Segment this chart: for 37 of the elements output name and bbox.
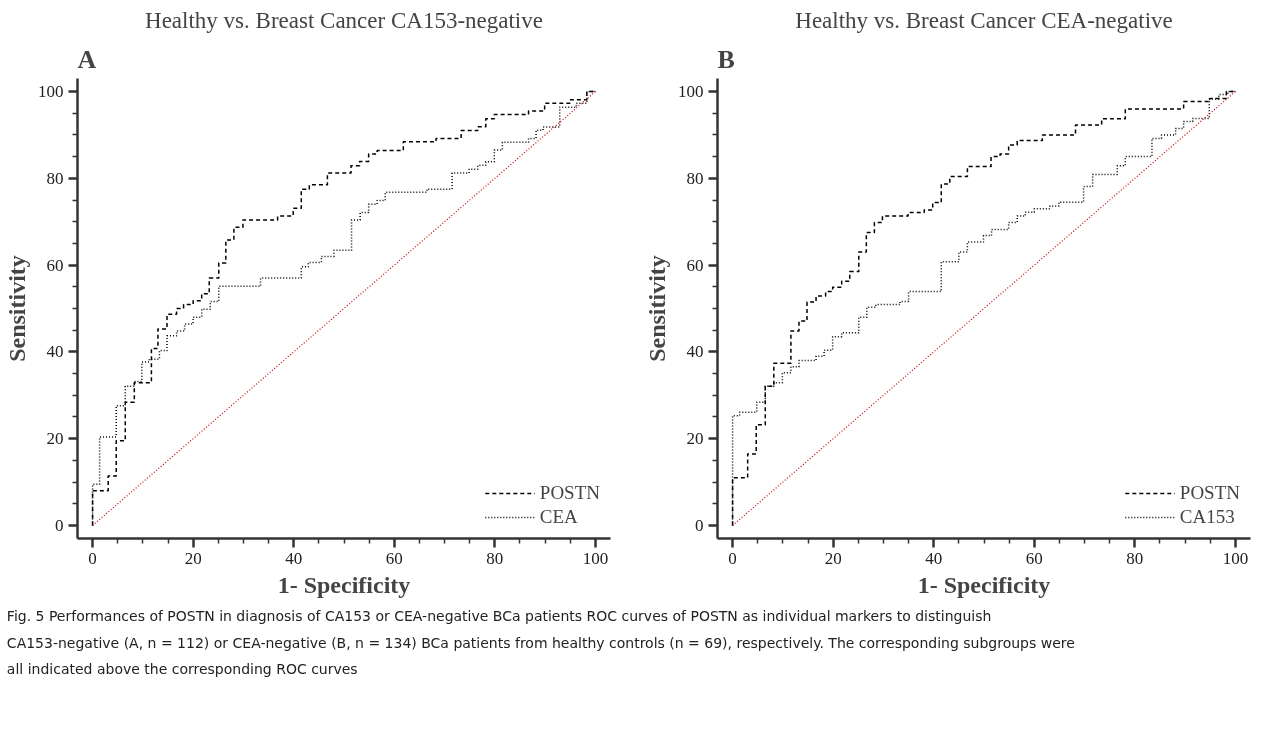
y-tick-label: 100 bbox=[38, 82, 64, 102]
x-axis-title: 1- Specificity bbox=[917, 571, 1051, 598]
x-axis-title: 1- Specificity bbox=[277, 571, 411, 598]
x-tick-label: 80 bbox=[486, 548, 504, 568]
y-tick-label: 60 bbox=[46, 255, 64, 275]
x-tick-label: 60 bbox=[385, 548, 403, 568]
y-tick-label: 20 bbox=[46, 429, 64, 449]
x-tick-label: 20 bbox=[184, 548, 202, 568]
y-axis-title: Sensitivity bbox=[644, 255, 670, 362]
y-tick-label: 100 bbox=[678, 82, 704, 102]
y-axis-title: Sensitivity bbox=[4, 255, 30, 362]
x-tick-label: 0 bbox=[728, 548, 737, 568]
y-tick-label: 40 bbox=[686, 342, 704, 362]
y-tick-label: 40 bbox=[46, 342, 64, 362]
x-tick-label: 100 bbox=[582, 548, 609, 568]
x-tick-label: 100 bbox=[1222, 548, 1249, 568]
x-tick-label: 60 bbox=[1025, 548, 1043, 568]
legend-label: CEA bbox=[539, 506, 578, 528]
y-tick-label: 60 bbox=[686, 255, 704, 275]
chart-title: Healthy vs. Breast Cancer CEA-negative bbox=[795, 7, 1173, 33]
caption: Fig. 5 Performances of POSTN in diagnosis of CA153 or CEA-negative BCa patients ROC curves of POSTN as individual markers to distinguish CA153-negative (A, n = 112) or CEA-negative (B, n = 134) BCa patients from healthy controls (n = 69), respectively. The corresponding subgroups were all indicated above the corresponding ROC curves bbox=[6, 608, 1075, 678]
y-tick-label: 0 bbox=[695, 515, 704, 535]
legend-label: POSTN bbox=[539, 482, 600, 504]
x-tick-label: 40 bbox=[925, 548, 943, 568]
y-tick-label: 80 bbox=[46, 168, 64, 188]
legend-label: CA153 bbox=[1179, 506, 1235, 528]
text: B bbox=[717, 44, 735, 74]
legend-label: POSTN bbox=[1179, 482, 1240, 504]
chart-title: Healthy vs. Breast Cancer CA153-negative bbox=[145, 7, 543, 33]
x-tick-label: 20 bbox=[824, 548, 842, 568]
text: A bbox=[77, 44, 97, 74]
x-tick-label: 0 bbox=[88, 548, 97, 568]
y-tick-label: 20 bbox=[686, 429, 704, 449]
y-tick-label: 0 bbox=[55, 515, 64, 535]
y-tick-label: 80 bbox=[686, 168, 704, 188]
x-tick-label: 80 bbox=[1126, 548, 1144, 568]
x-tick-label: 40 bbox=[285, 548, 303, 568]
